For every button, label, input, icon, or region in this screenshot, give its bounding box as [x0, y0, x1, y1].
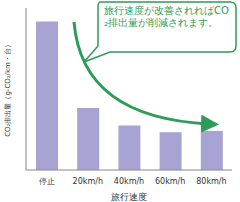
svg-text:停止: 停止 [39, 177, 55, 186]
svg-text:旅行速度: 旅行速度 [111, 192, 147, 202]
svg-text:CO₂排出量（g-CO₂/km・台）: CO₂排出量（g-CO₂/km・台） [8, 41, 12, 137]
svg-text:80km/h: 80km/h [196, 177, 226, 186]
html-text:旅行速度が改善されればCO₂排出量が削減されます。: 旅行速度が改善されればCO₂排出量が削減されます。 [104, 5, 229, 28]
svg-text:60km/h: 60km/h [155, 177, 185, 186]
svg-text:40km/h: 40km/h [114, 177, 144, 186]
svg-text:20km/h: 20km/h [73, 177, 103, 186]
